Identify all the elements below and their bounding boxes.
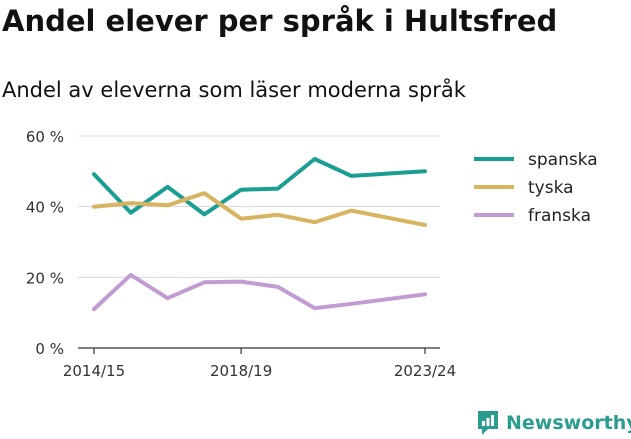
chart-title: Andel elever per språk i Hultsfred — [2, 4, 558, 38]
brand-logo[interactable]: Newsworthy — [476, 408, 631, 438]
newsworthy-icon — [478, 411, 498, 435]
x-tick-label: 2023/24 — [394, 362, 456, 380]
x-tick-label: 2014/15 — [63, 362, 125, 380]
series-lines — [92, 157, 427, 312]
y-tick-label: 20 % — [26, 269, 64, 287]
brand-name: Newsworthy — [506, 412, 631, 434]
y-tick-label: 0 % — [35, 340, 64, 358]
legend: spanska tyska franska — [474, 150, 598, 226]
y-tick-label: 60 % — [26, 128, 64, 146]
y-tick-label: 40 % — [26, 199, 64, 217]
legend-label-franska: franska — [528, 206, 591, 226]
y-axis-ticks: 0 % 20 % 40 % 60 % — [26, 128, 64, 358]
legend-label-tyska: tyska — [528, 178, 574, 198]
series-line-tyska — [92, 191, 427, 227]
chart-subtitle: Andel av eleverna som läser moderna språ… — [2, 78, 466, 102]
series-line-spanska — [92, 157, 427, 217]
legend-label-spanska: spanska — [528, 150, 598, 170]
x-tick-label: 2018/19 — [210, 362, 272, 380]
x-axis-ticks: 2014/15 2018/19 2023/24 — [63, 348, 456, 380]
series-line-franska — [92, 272, 427, 312]
gridlines — [78, 135, 440, 349]
